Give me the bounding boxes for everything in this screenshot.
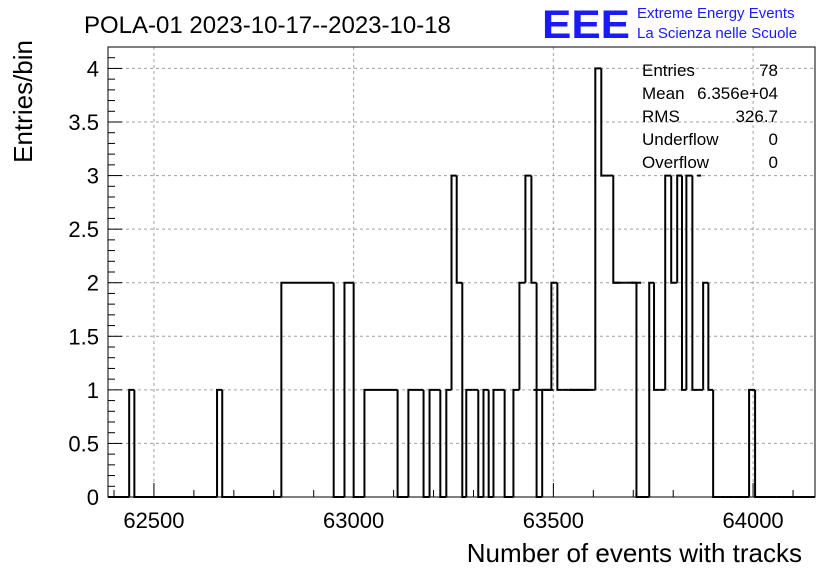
stats-underflow-label: Underflow xyxy=(642,130,719,149)
stats-rms-label: RMS xyxy=(642,107,680,126)
histogram-bin xyxy=(685,174,693,390)
stats-overflow-label: Overflow xyxy=(642,153,710,172)
histogram-bin xyxy=(653,282,660,391)
axes-layer xyxy=(107,46,816,498)
x-tick-label: 63000 xyxy=(323,508,384,533)
histogram-bin xyxy=(648,281,655,497)
histogram-bin xyxy=(524,174,532,283)
stats-entries-label: Entries xyxy=(642,61,695,80)
histogram-bin xyxy=(428,388,441,497)
histogram-bin xyxy=(128,388,135,497)
y-axis-label: Entries/bin xyxy=(8,40,38,163)
stats-underflow-value: 0 xyxy=(769,130,778,149)
histogram-bin xyxy=(407,388,424,497)
histogram-bin xyxy=(530,175,537,284)
eee-logo-mark: EEE xyxy=(542,3,630,47)
y-tick-label: 2.5 xyxy=(68,217,99,242)
chart-title: POLA-01 2023-10-17--2023-10-18 xyxy=(84,12,451,39)
histogram-bin xyxy=(702,281,709,390)
y-tick-label: 3 xyxy=(87,164,99,189)
stats-box: Entries 78 Mean 6.356e+04 RMS 326.7 Unde… xyxy=(642,61,778,172)
histogram-bin xyxy=(556,282,563,391)
eee-logo-line1: Extreme Energy Events xyxy=(637,5,795,22)
y-tick-label: 4 xyxy=(87,56,99,81)
stats-mean-label: Mean xyxy=(642,84,685,103)
y-tick-label: 3.5 xyxy=(68,110,99,135)
histogram-bin xyxy=(664,174,672,390)
y-tick-label: 0.5 xyxy=(68,431,99,456)
y-tick-label: 0 xyxy=(87,485,99,510)
x-tick-label: 63500 xyxy=(523,508,584,533)
x-axis-label: Number of events with tracks xyxy=(467,538,802,568)
histogram-bin xyxy=(594,67,602,390)
stats-overflow-value: 0 xyxy=(769,153,778,172)
histogram-bin xyxy=(455,175,463,284)
x-tick-label: 62500 xyxy=(123,508,184,533)
stats-rms-value: 326.7 xyxy=(735,107,778,126)
x-tick-label: 64000 xyxy=(722,508,783,533)
histogram-bin xyxy=(492,388,500,497)
histogram-bin xyxy=(450,174,457,390)
histogram-bin xyxy=(600,68,609,177)
y-tick-label: 1.5 xyxy=(68,324,99,349)
histogram-bin xyxy=(280,281,334,497)
stats-mean-value: 6.356e+04 xyxy=(697,84,778,103)
histogram-bin xyxy=(343,281,354,497)
histogram-bin xyxy=(707,282,714,391)
histogram-bin xyxy=(518,281,526,390)
histogram-bin xyxy=(512,388,520,497)
histogram-bin xyxy=(465,388,473,497)
histogram-bin xyxy=(691,175,699,391)
histogram-bin xyxy=(363,388,398,497)
stats-entries-value: 78 xyxy=(759,61,778,80)
histogram-bin xyxy=(445,388,452,497)
eee-logo: EEE Extreme Energy Events La Scienza nel… xyxy=(542,3,797,47)
histogram-bin xyxy=(482,388,489,497)
histogram-bin xyxy=(680,175,687,391)
histogram-bin xyxy=(550,281,558,390)
eee-logo-line2: La Scienza nelle Scuole xyxy=(637,25,797,42)
histogram-bin xyxy=(670,175,678,284)
tick-label-layer: 62500 63000 63500 64000 0 0.5 1 1.5 2 2.5 3 3.5 4 xyxy=(68,56,783,533)
y-tick-label: 2 xyxy=(87,271,99,296)
histogram-bin xyxy=(216,388,223,497)
y-tick-label: 1 xyxy=(87,378,99,403)
histogram-bin xyxy=(748,388,756,497)
